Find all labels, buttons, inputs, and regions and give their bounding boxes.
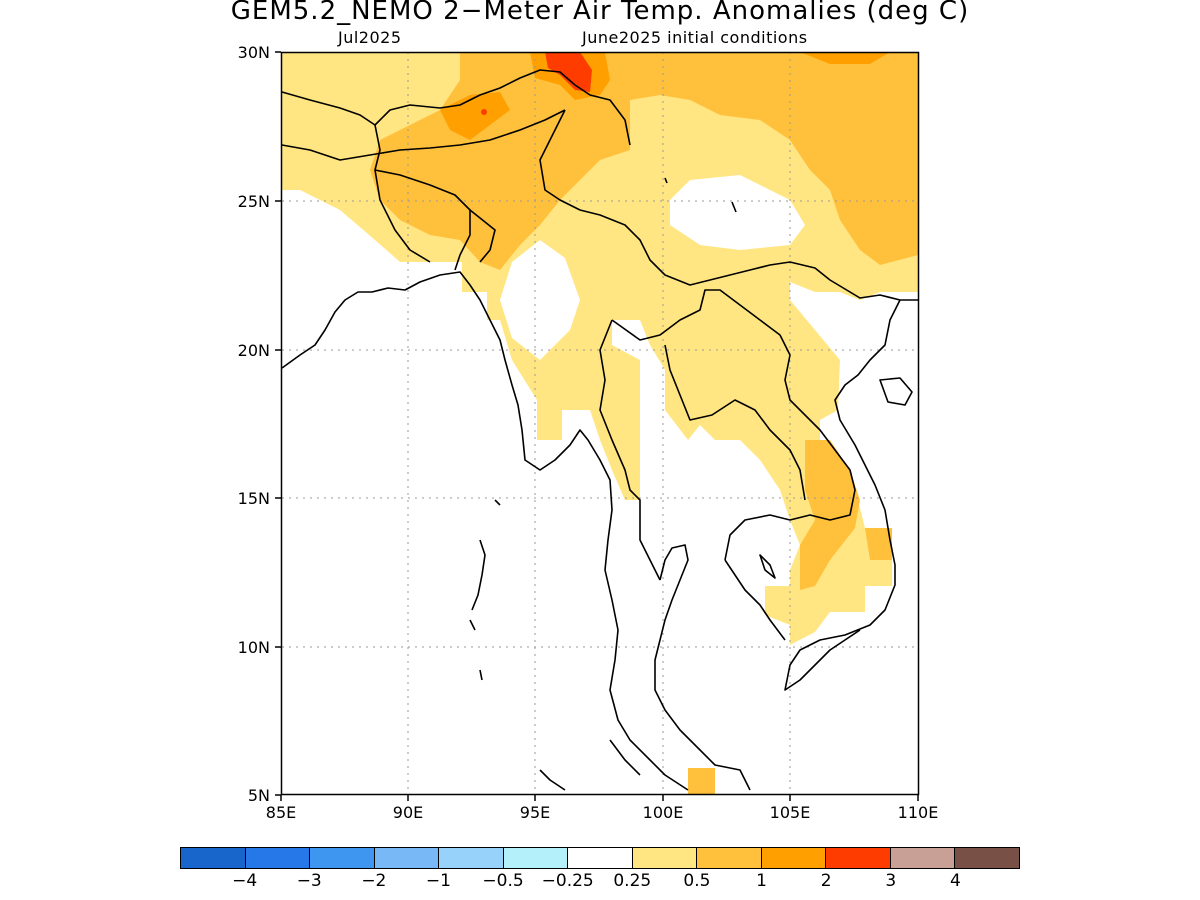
color-legend-swatch [890, 848, 956, 868]
color-legend-swatch [568, 848, 633, 868]
grid-lines [282, 52, 918, 795]
x-tick-label: 105E [770, 803, 811, 822]
color-legend-label: 2 [820, 871, 832, 891]
color-legend-swatch [761, 848, 827, 868]
color-legend-swatch [310, 848, 375, 868]
color-legend-swatch [439, 848, 504, 868]
y-tick-label: 30N [238, 43, 270, 62]
color-legend-label: −2 [361, 871, 387, 891]
color-legend-label: 0.5 [683, 871, 711, 891]
color-legend-label: −3 [296, 871, 322, 891]
y-tick-label: 20N [238, 341, 270, 360]
x-axis-labels: 85E 90E 95E 100E 105E 110E [266, 803, 939, 822]
color-legend-swatch [632, 848, 698, 868]
color-legend-bar [180, 847, 1020, 869]
map-title: GEM5.2_NEMO 2−Meter Air Temp. Anomalies … [230, 0, 970, 26]
y-tick-label: 10N [238, 638, 270, 657]
color-legend-swatch [697, 848, 762, 868]
x-tick-label: 110E [898, 803, 939, 822]
y-tick-label: 15N [238, 489, 270, 508]
color-legend-swatch [955, 848, 1019, 868]
color-legend-label: 3 [885, 871, 897, 891]
initial-conditions-label: June2025 initial conditions [582, 28, 808, 47]
color-legend-swatch [245, 848, 311, 868]
color-legend-label: −4 [232, 871, 258, 891]
plot-area [275, 51, 920, 801]
y-axis-labels: 5N 10N 15N 20N 25N 30N [238, 43, 270, 805]
x-tick-label: 100E [643, 803, 684, 822]
color-legend-swatch [181, 848, 246, 868]
color-legend-label: 1 [756, 871, 767, 891]
y-tick-label: 5N [248, 786, 270, 805]
x-tick-label: 85E [266, 803, 296, 822]
x-tick-label: 90E [393, 803, 423, 822]
color-legend-label: −1 [425, 871, 451, 891]
color-legend-swatch [374, 848, 440, 868]
color-legend-label: −0.25 [541, 871, 594, 891]
color-legend-label: 4 [949, 871, 961, 891]
y-tick-label: 25N [238, 192, 270, 211]
color-legend-label: 0.25 [613, 871, 652, 891]
color-legend-swatch [503, 848, 569, 868]
anomaly-region-high [440, 92, 510, 140]
color-legend-swatch [826, 848, 891, 868]
x-tick-label: 95E [520, 803, 550, 822]
color-legend-label: −0.5 [482, 871, 524, 891]
plot-frame [280, 51, 920, 796]
coastlines-borders [281, 69, 918, 791]
forecast-month-label: Jul2025 [338, 28, 402, 47]
